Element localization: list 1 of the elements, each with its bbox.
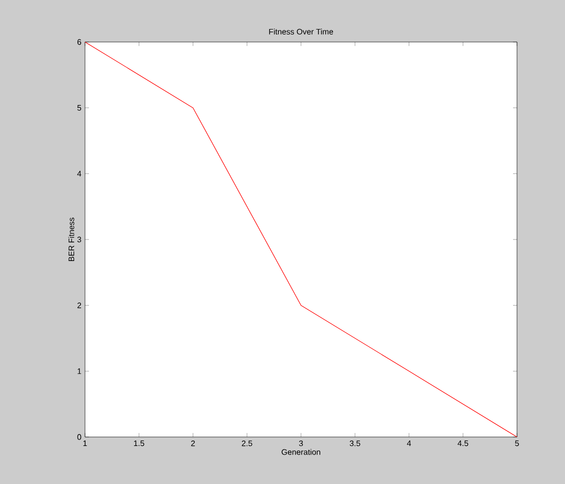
line-series: [85, 42, 518, 437]
